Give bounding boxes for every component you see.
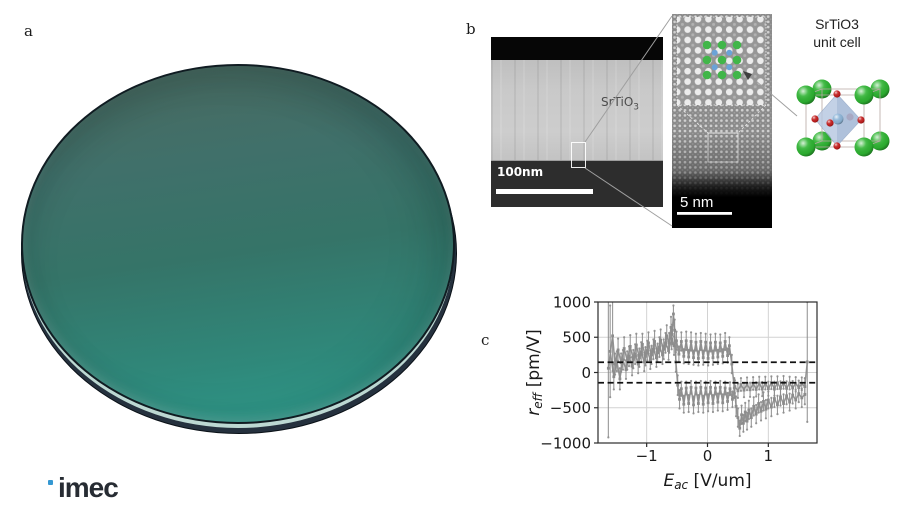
unit-cell-title: SrTiO3 unit cell — [798, 16, 876, 51]
tem-scale-label: 100nm — [497, 165, 544, 179]
o-atoms-front — [811, 90, 865, 150]
unit-cell-diagram — [796, 79, 890, 157]
unit-cell-title-line2: unit cell — [813, 33, 861, 50]
ti-atom-center — [832, 113, 844, 125]
panel-c-label: c — [481, 331, 490, 349]
panel-a-label: a — [24, 22, 33, 40]
svg-text:0: 0 — [703, 447, 713, 465]
svg-text:1000: 1000 — [553, 293, 591, 311]
tem-top-dark-band — [491, 37, 663, 60]
zoom-guide-line-left — [676, 104, 709, 134]
svg-text:−500: −500 — [550, 399, 591, 417]
imec-logo-text: imec — [58, 472, 119, 503]
svg-text:1: 1 — [764, 447, 774, 465]
pointer-arrow-icon — [743, 71, 752, 80]
svg-text:reff [pm/V]: reff [pm/V] — [524, 329, 545, 415]
svg-text:Eac [V/um]: Eac [V/um] — [663, 471, 751, 492]
svg-text:0: 0 — [581, 364, 591, 382]
panel-b-label: b — [466, 20, 476, 38]
tem-cross-section-image: 100nm SrTiO3 — [491, 37, 663, 207]
svg-text:−1000: −1000 — [540, 434, 591, 452]
ti-atom-overlay-dots — [711, 49, 733, 71]
sr-spheres-front — [796, 85, 874, 157]
tem-scale-bar — [496, 189, 593, 194]
stem-scale-label: 5 nm — [680, 194, 713, 211]
stem-inset-image: 5 nm — [672, 14, 772, 228]
unit-cell-title-line1: SrTiO3 — [815, 16, 859, 32]
imec-logo-dot — [48, 480, 53, 485]
svg-text:−1: −1 — [636, 447, 658, 465]
sr-atom-overlay-dots — [702, 40, 742, 80]
tem-material-label: SrTiO3 — [601, 95, 640, 113]
stem-scale-bar — [677, 212, 732, 215]
tem-roi-rectangle — [571, 142, 586, 168]
reff-vs-eac-chart: −1 0 1 1000 500 0 −500 −1000 Eac [V/um] reff [pm/… — [524, 293, 818, 492]
svg-text:500: 500 — [562, 329, 591, 347]
wafer-disc — [21, 64, 455, 424]
wafer-photo — [0, 0, 480, 460]
